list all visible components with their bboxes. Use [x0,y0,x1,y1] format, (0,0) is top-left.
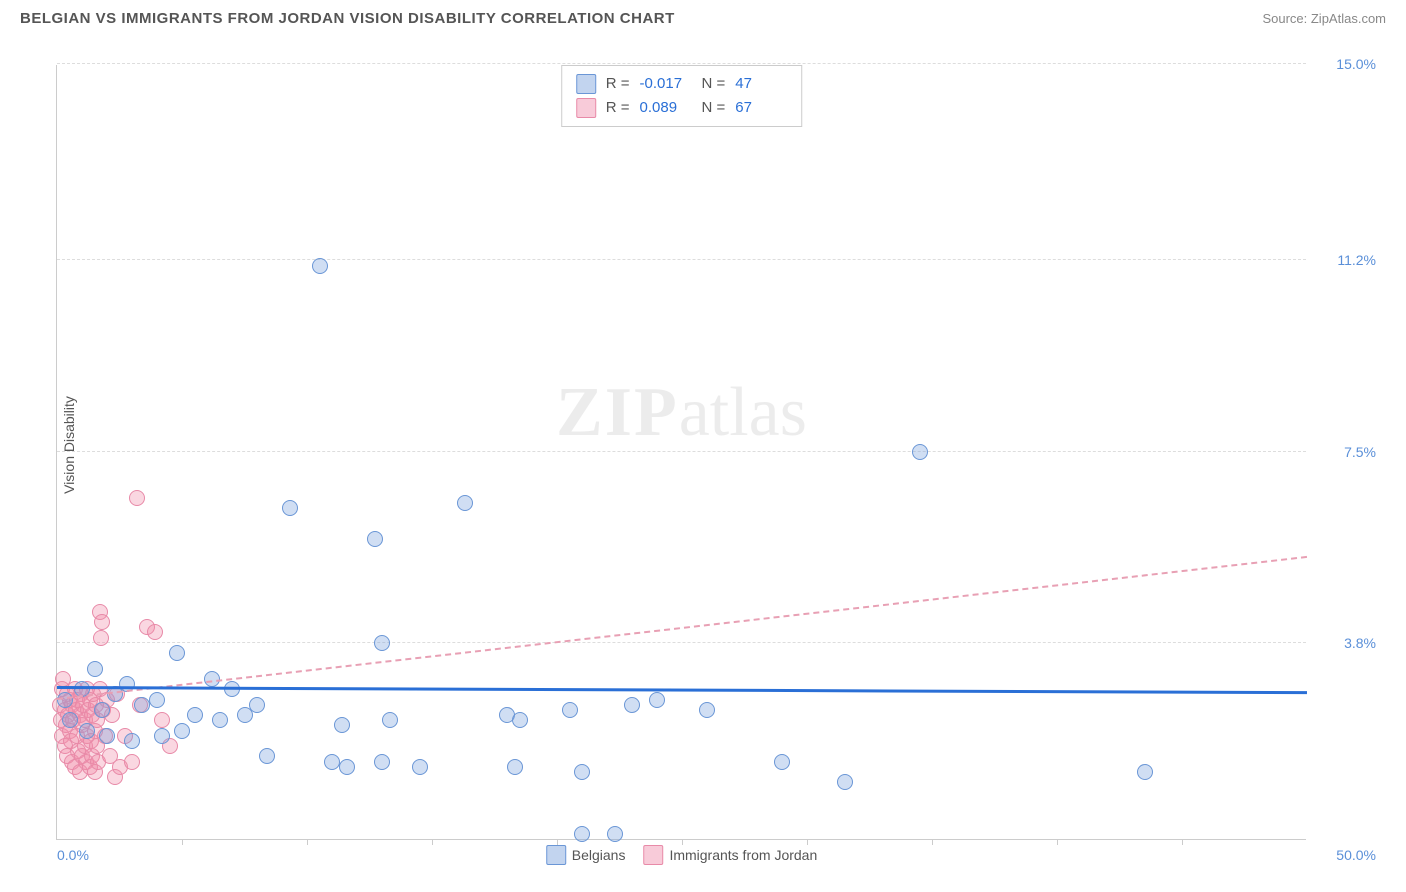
x-tick [807,839,808,845]
x-tick [182,839,183,845]
x-tick [432,839,433,845]
chart-title: BELGIAN VS IMMIGRANTS FROM JORDAN VISION… [20,10,675,27]
data-point [574,764,590,780]
data-point [382,712,398,728]
data-point [412,759,428,775]
x-tick [1182,839,1183,845]
x-tick [1057,839,1058,845]
data-point [134,697,150,713]
x-axis-start-label: 0.0% [57,847,89,863]
r-label: R = [606,72,630,96]
r-label: R = [606,96,630,120]
swatch-pink-icon [576,98,596,118]
data-point [129,490,145,506]
x-tick [682,839,683,845]
data-point [94,614,110,630]
data-point [169,645,185,661]
data-point [154,712,170,728]
data-point [1137,764,1153,780]
data-point [774,754,790,770]
data-point [374,754,390,770]
legend-item-belgians: Belgians [546,845,626,865]
data-point [562,702,578,718]
data-point [99,728,115,744]
gridline [57,259,1306,260]
data-point [507,759,523,775]
stats-row-belgians: R = -0.017 N = 47 [576,72,788,96]
r-value: -0.017 [640,72,692,96]
data-point [837,774,853,790]
data-point [147,624,163,640]
data-point [79,723,95,739]
data-point [282,500,298,516]
data-point [149,692,165,708]
n-label: N = [702,96,726,120]
y-tick-label: 15.0% [1316,56,1376,72]
data-point [154,728,170,744]
x-axis-end-label: 50.0% [1336,847,1376,863]
data-point [699,702,715,718]
stats-row-jordan: R = 0.089 N = 67 [576,96,788,120]
data-point [124,733,140,749]
data-point [339,759,355,775]
swatch-blue-icon [546,845,566,865]
y-tick-label: 7.5% [1316,444,1376,460]
data-point [62,712,78,728]
data-point [324,754,340,770]
data-point [187,707,203,723]
gridline [57,642,1306,643]
data-point [93,630,109,646]
n-value: 47 [735,72,787,96]
data-point [334,717,350,733]
trend-line [57,686,1307,694]
data-point [457,495,473,511]
legend-label: Belgians [572,847,626,863]
data-point [367,531,383,547]
gridline [57,451,1306,452]
data-point [312,258,328,274]
source-attribution: Source: ZipAtlas.com [1262,11,1386,26]
plot-area: ZIPatlas R = -0.017 N = 47 R = 0.089 N =… [56,65,1306,840]
swatch-blue-icon [576,74,596,94]
swatch-pink-icon [643,845,663,865]
data-point [249,697,265,713]
data-point [912,444,928,460]
data-point [94,702,110,718]
data-point [374,635,390,651]
data-point [212,712,228,728]
stats-legend: R = -0.017 N = 47 R = 0.089 N = 67 [561,65,803,127]
y-tick-label: 3.8% [1316,635,1376,651]
watermark: ZIPatlas [556,373,807,453]
data-point [649,692,665,708]
data-point [574,826,590,842]
r-value: 0.089 [640,96,692,120]
data-point [259,748,275,764]
n-value: 67 [735,96,787,120]
data-point [124,754,140,770]
trend-line [57,555,1307,699]
data-point [174,723,190,739]
legend-item-jordan: Immigrants from Jordan [643,845,817,865]
data-point [512,712,528,728]
data-point [607,826,623,842]
x-tick [932,839,933,845]
data-point [87,661,103,677]
series-legend: Belgians Immigrants from Jordan [546,845,818,865]
legend-label: Immigrants from Jordan [669,847,817,863]
y-tick-label: 11.2% [1316,252,1376,268]
data-point [624,697,640,713]
chart-container: Vision Disability ZIPatlas R = -0.017 N … [48,45,1388,845]
n-label: N = [702,72,726,96]
x-tick [307,839,308,845]
gridline [57,63,1306,64]
x-tick [557,839,558,845]
